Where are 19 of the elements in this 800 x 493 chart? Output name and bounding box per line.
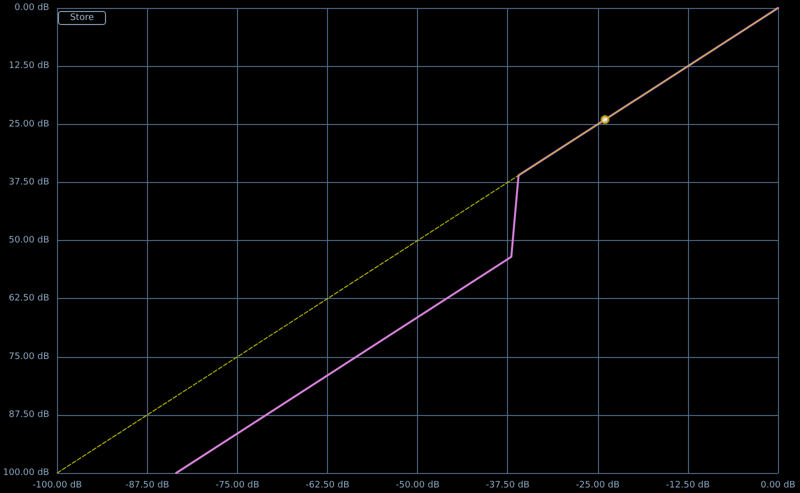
- y-tick-label: 37.50 dB: [8, 177, 50, 188]
- x-tick-label: 0.00 dB: [760, 480, 796, 490]
- x-tick-label: -75.00 dB: [216, 480, 260, 490]
- x-tick-label: -12.50 dB: [666, 480, 710, 490]
- x-tick-label: -25.00 dB: [576, 480, 620, 490]
- y-tick-label: 62.50 dB: [8, 294, 50, 304]
- y-tick-label: 12.50 dB: [8, 61, 50, 72]
- y-tick-label: 75.00 dB: [8, 352, 50, 362]
- x-tick-label: -37.50 dB: [486, 480, 530, 490]
- y-tick-label: 100.00 dB: [2, 468, 50, 478]
- x-tick-label: -87.50 dB: [125, 480, 170, 490]
- x-tick-label: -100.00 dB: [32, 480, 82, 490]
- y-tick-label: 50.00 dB: [8, 236, 50, 246]
- x-tick-label: -62.50 dB: [306, 480, 350, 490]
- x-tick-label: -50.00 dB: [396, 480, 440, 490]
- y-tick-label: 87.50 dB: [8, 410, 50, 420]
- store-button: Store: [58, 11, 106, 25]
- y-tick-label: 25.00 dB: [8, 119, 50, 130]
- y-tick-label: 0.00 dB: [14, 3, 50, 13]
